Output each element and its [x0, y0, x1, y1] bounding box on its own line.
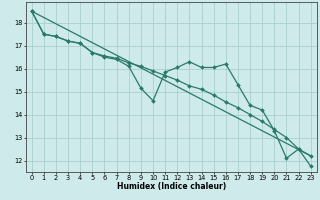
X-axis label: Humidex (Indice chaleur): Humidex (Indice chaleur) — [116, 182, 226, 191]
